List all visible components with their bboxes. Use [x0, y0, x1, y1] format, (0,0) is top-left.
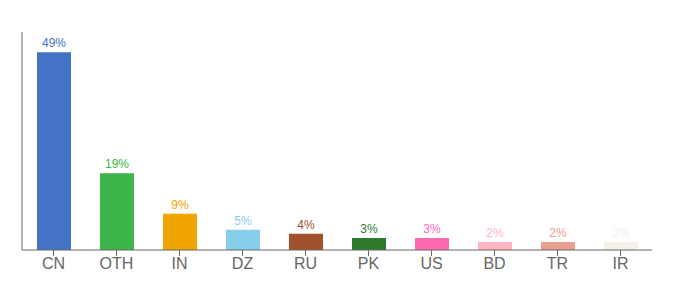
svg-text:2%: 2% [612, 226, 630, 240]
svg-text:4%: 4% [297, 218, 315, 232]
svg-text:OTH: OTH [100, 255, 134, 272]
svg-text:3%: 3% [423, 222, 441, 236]
svg-text:9%: 9% [171, 198, 189, 212]
svg-text:3%: 3% [360, 222, 378, 236]
svg-text:2%: 2% [486, 226, 504, 240]
svg-text:CN: CN [42, 255, 65, 272]
svg-text:5%: 5% [234, 214, 252, 228]
svg-text:RU: RU [294, 255, 317, 272]
svg-text:BD: BD [483, 255, 505, 272]
svg-text:IR: IR [613, 255, 629, 272]
svg-text:TR: TR [547, 255, 568, 272]
svg-text:PK: PK [358, 255, 380, 272]
svg-text:DZ: DZ [232, 255, 254, 272]
svg-text:IN: IN [172, 255, 188, 272]
svg-text:49%: 49% [42, 36, 66, 50]
svg-text:US: US [420, 255, 442, 272]
svg-text:2%: 2% [549, 226, 567, 240]
svg-text:19%: 19% [105, 157, 129, 171]
